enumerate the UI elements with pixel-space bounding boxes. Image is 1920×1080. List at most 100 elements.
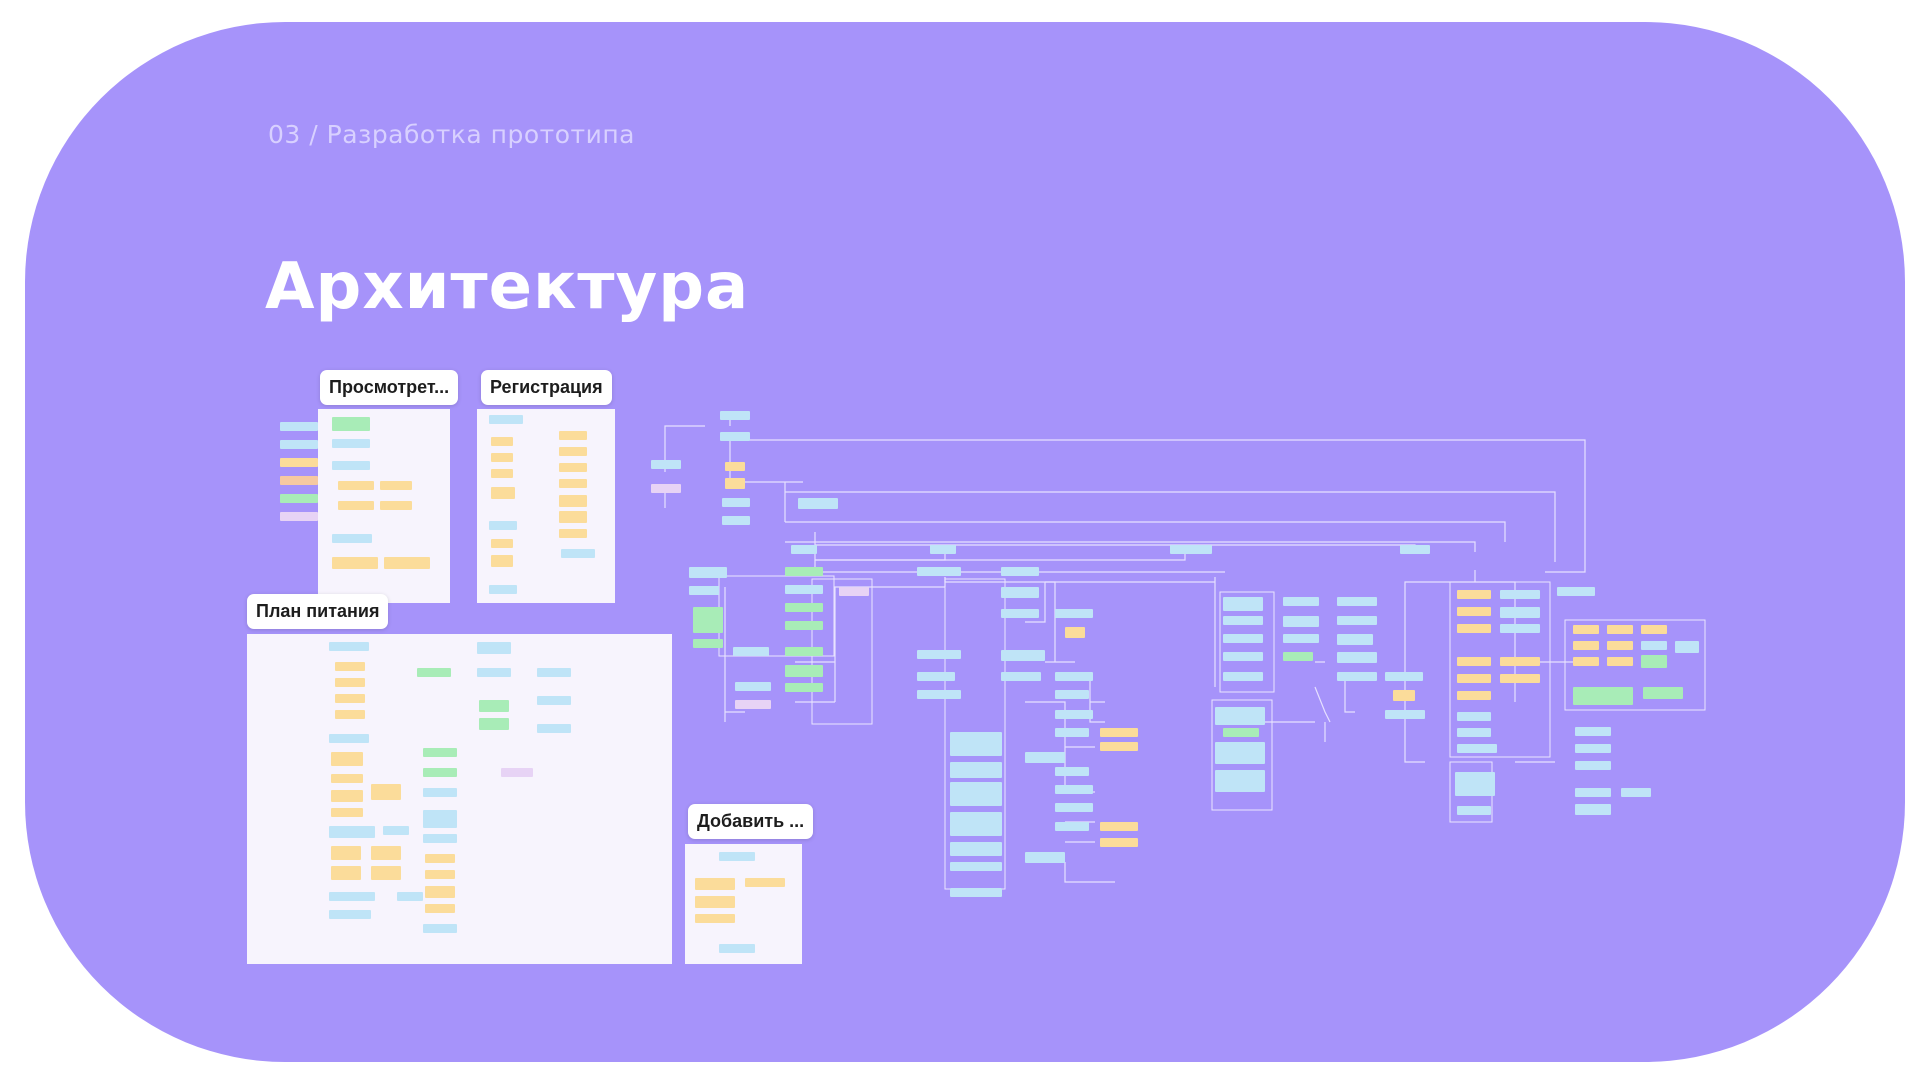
diagram-node <box>1337 597 1377 606</box>
diagram-node <box>331 752 363 766</box>
diagram-node <box>561 549 595 558</box>
diagram-node <box>785 647 823 656</box>
diagram-node <box>1455 772 1495 796</box>
diagram-node <box>733 647 769 656</box>
diagram-node <box>720 411 750 420</box>
diagram-node <box>1283 652 1313 661</box>
diagram-node <box>1337 616 1377 625</box>
diagram-node <box>423 810 457 828</box>
diagram-node <box>791 545 817 554</box>
diagram-node <box>1223 597 1263 611</box>
diagram-node <box>331 774 363 783</box>
diagram-node <box>950 888 1002 897</box>
diagram-node <box>332 439 370 448</box>
diagram-node <box>1215 742 1265 764</box>
diagram-node <box>1573 657 1599 666</box>
diagram-node <box>725 462 745 471</box>
diagram-node <box>1557 587 1595 596</box>
diagram-node <box>1283 597 1319 606</box>
diagram-node <box>477 642 511 654</box>
diagram-node <box>371 846 401 860</box>
diagram-node <box>1575 727 1611 736</box>
diagram-node <box>1641 655 1667 668</box>
diagram-node <box>384 557 430 569</box>
diagram-node <box>917 690 961 699</box>
diagram-node <box>423 924 457 933</box>
diagram-node <box>1055 690 1089 699</box>
diagram-node <box>1607 625 1633 634</box>
diagram-node <box>745 878 785 887</box>
diagram-node <box>1337 652 1377 663</box>
diagram-node <box>491 437 513 446</box>
diagram-node <box>425 886 455 898</box>
legend-item <box>280 422 318 431</box>
diagram-node <box>489 585 517 594</box>
diagram-node <box>383 826 409 835</box>
diagram-node <box>1001 567 1039 576</box>
diagram-node <box>695 896 735 908</box>
diagram-node <box>1025 852 1065 863</box>
meal-plan-frame <box>247 634 672 964</box>
diagram-node <box>1500 674 1540 683</box>
diagram-node <box>1055 672 1093 681</box>
diagram-node <box>695 878 735 890</box>
diagram-node <box>693 639 723 648</box>
diagram-node <box>329 734 369 743</box>
diagram-node <box>1500 657 1540 666</box>
diagram-node <box>1100 742 1138 751</box>
diagram-node <box>725 478 745 489</box>
frame-label-view: Просмотрет... <box>320 370 459 405</box>
diagram-node <box>1055 785 1093 794</box>
diagram-node <box>425 870 455 879</box>
diagram-node <box>335 678 365 687</box>
diagram-node <box>785 683 823 692</box>
diagram-node <box>371 784 401 800</box>
diagram-node <box>1055 609 1093 618</box>
diagram-node <box>1457 590 1491 599</box>
diagram-node <box>559 529 587 538</box>
legend-item <box>280 512 318 521</box>
diagram-node <box>1457 657 1491 666</box>
diagram-node <box>559 447 587 456</box>
diagram-node <box>719 852 755 861</box>
diagram-node <box>1385 672 1423 681</box>
diagram-node <box>785 585 823 594</box>
diagram-node <box>917 672 955 681</box>
diagram-node <box>1500 607 1540 618</box>
diagram-node <box>689 567 727 578</box>
diagram-node <box>380 481 412 490</box>
diagram-node <box>722 498 750 507</box>
diagram-node <box>1055 822 1089 831</box>
diagram-node <box>1170 545 1212 554</box>
diagram-node <box>329 642 369 651</box>
diagram-node <box>559 479 587 488</box>
diagram-node <box>335 710 365 719</box>
legend-item <box>280 494 318 503</box>
diagram-node <box>1500 624 1540 633</box>
diagram-node <box>1573 687 1633 705</box>
diagram-node <box>1457 691 1491 700</box>
diagram-node <box>423 834 457 843</box>
view-frame <box>318 409 450 603</box>
diagram-node <box>329 910 371 919</box>
diagram-node <box>331 790 363 802</box>
diagram-node <box>1223 616 1263 625</box>
diagram-node <box>501 768 533 777</box>
flow-connectors <box>664 412 1706 890</box>
diagram-node <box>651 460 681 469</box>
diagram-node <box>1100 728 1138 737</box>
diagram-node <box>785 567 823 576</box>
diagram-node <box>491 555 513 567</box>
diagram-node <box>1573 625 1599 634</box>
diagram-node <box>1393 690 1415 701</box>
diagram-node <box>1001 672 1041 681</box>
diagram-node <box>722 516 750 525</box>
diagram-node <box>1065 627 1085 638</box>
diagram-node <box>397 892 423 901</box>
page-title: Архитектура <box>265 250 750 324</box>
diagram-node <box>331 846 361 860</box>
diagram-node <box>332 557 378 569</box>
diagram-node <box>693 607 723 633</box>
diagram-node <box>1055 767 1089 776</box>
diagram-node <box>1457 728 1491 737</box>
